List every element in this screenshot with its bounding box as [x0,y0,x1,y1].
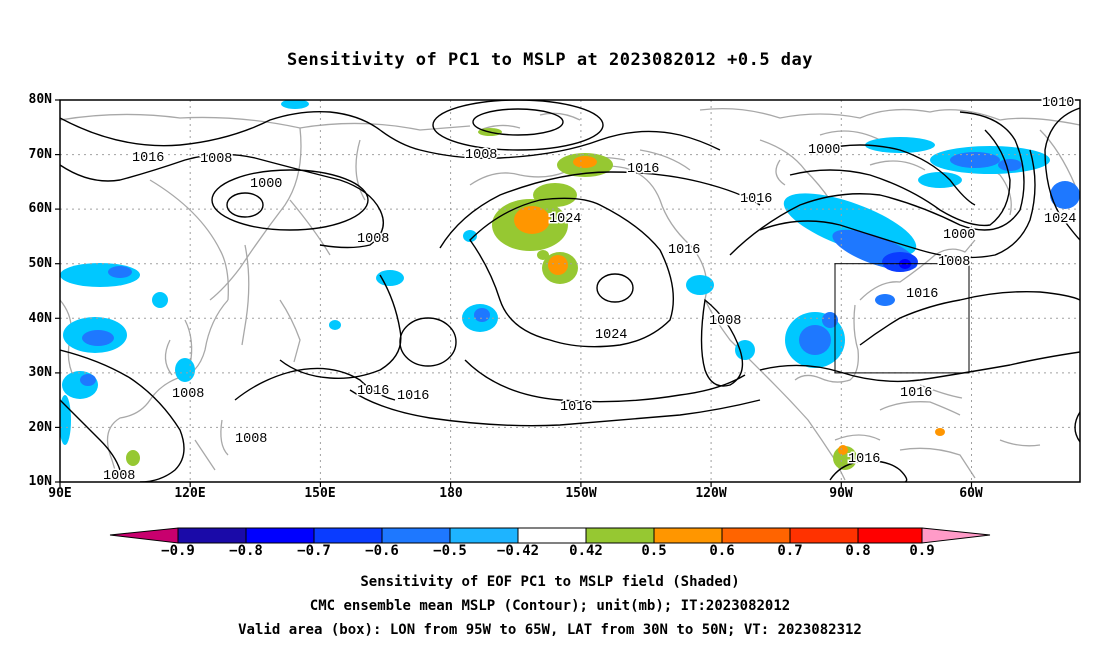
colorbar-label: 0.9 [909,543,935,559]
caption-valid-area: Valid area (box): LON from 95W to 65W, L… [238,622,862,638]
contour-label: 1016 [560,400,592,415]
lon-label: 150E [304,486,336,501]
contour-label: 1016 [848,452,880,467]
mslp-contours [60,100,1080,482]
colorbar-swatch [449,527,519,544]
colorbar-label: −0.42 [496,543,540,559]
colorbar-swatch [177,527,247,544]
lat-label: 50N [28,256,52,271]
lon-label: 90E [48,486,72,501]
contour-label: 1000 [808,143,840,158]
contour-label: 1016 [740,192,772,207]
lon-label: 180 [439,486,463,501]
lat-label: 30N [28,365,52,380]
colorbar-label: 0.7 [777,543,803,559]
contour-label: 1008 [357,232,389,247]
contour-label: 1024 [595,328,627,343]
lat-label: 40N [28,311,52,326]
contour-label: 1016 [668,243,700,258]
contour-label: 1008 [235,432,267,447]
contour-label: 1016 [627,162,659,177]
lon-label: 120W [695,486,727,501]
colorbar-swatch [721,527,791,544]
contour-label: 1016 [357,384,389,399]
contour-label: 1000 [943,228,975,243]
caption-shading: Sensitivity of EOF PC1 to MSLP field (Sh… [360,574,740,590]
colorbar-label: −0.8 [229,543,263,559]
colorbar-swatch [313,527,383,544]
colorbar-swatch [245,527,315,544]
colorbar-swatch [857,527,923,544]
colorbar-swatch [517,527,587,544]
colorbar-label: −0.7 [297,543,331,559]
map-frame [59,99,1081,483]
lat-label: 20N [28,420,52,435]
lon-label: 60W [959,486,983,501]
grid-lines [60,100,1080,482]
axis-ticks [55,99,973,487]
caption-contour: CMC ensemble mean MSLP (Contour); unit(m… [309,598,791,614]
contour-label: 1008 [465,148,497,163]
colorbar-swatch [789,527,859,544]
lon-label: 120E [174,486,206,501]
contour-label: 1016 [900,386,932,401]
contour-label: 1008 [172,387,204,402]
contour-label: 1008 [103,469,135,484]
map-title: Sensitivity of PC1 to MSLP at 2023082012… [286,50,813,70]
colorbar-swatch [653,527,723,544]
colorbar-label: 0.8 [845,543,871,559]
lat-label: 80N [28,92,52,107]
lon-label: 150W [565,486,597,501]
colorbar-label: 0.42 [569,543,603,559]
contour-label: 1008 [200,152,232,167]
colorbar-label: −0.9 [161,543,195,559]
contour-label: 1016 [397,389,429,404]
contour-label: 1016 [906,287,938,302]
colorbar [109,527,991,544]
contour-label: 1016 [132,151,164,166]
colorbar-label: −0.6 [365,543,399,559]
contour-label: 1024 [549,212,581,227]
contour-label: 1008 [938,255,970,270]
contour-label: 1024 [1044,212,1076,227]
lon-label: 90W [829,486,853,501]
colorbar-swatch [381,527,451,544]
colorbar-label: 0.5 [641,543,667,559]
contour-label: 1008 [709,314,741,329]
colorbar-label: −0.5 [433,543,467,559]
colorbar-label: 0.6 [709,543,735,559]
contour-label: 1000 [250,177,282,192]
lat-label: 60N [28,201,52,216]
lat-label: 10N [28,474,52,489]
contour-label: 1010 [1042,96,1074,111]
colorbar-swatch-over [921,527,991,544]
colorbar-swatch-under [109,527,179,544]
lat-label: 70N [28,147,52,162]
valid-area-box [834,263,970,374]
colorbar-swatch [585,527,655,544]
